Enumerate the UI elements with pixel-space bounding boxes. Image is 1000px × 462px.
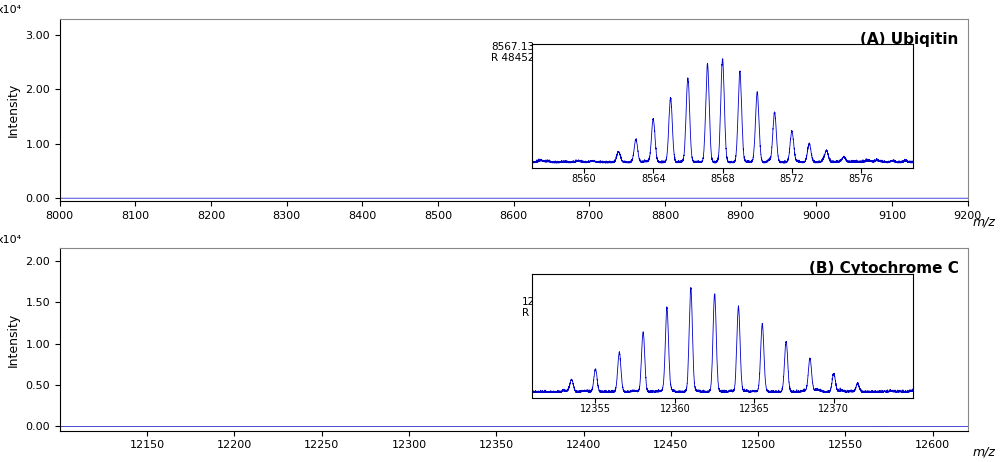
Y-axis label: Intensity: Intensity bbox=[7, 312, 20, 366]
Text: (A) Ubiqitin: (A) Ubiqitin bbox=[860, 31, 959, 47]
Text: m/z: m/z bbox=[972, 215, 995, 229]
Text: (B) Cytochrome C: (B) Cytochrome C bbox=[809, 261, 959, 276]
Text: x10⁴: x10⁴ bbox=[0, 5, 21, 15]
Text: 8567.13
R 48452: 8567.13 R 48452 bbox=[491, 42, 535, 63]
Text: m/z: m/z bbox=[972, 445, 995, 458]
Text: 12361.61
R 36191: 12361.61 R 36191 bbox=[522, 297, 572, 318]
Y-axis label: Intensity: Intensity bbox=[7, 83, 20, 137]
Text: x10⁴: x10⁴ bbox=[0, 235, 21, 245]
